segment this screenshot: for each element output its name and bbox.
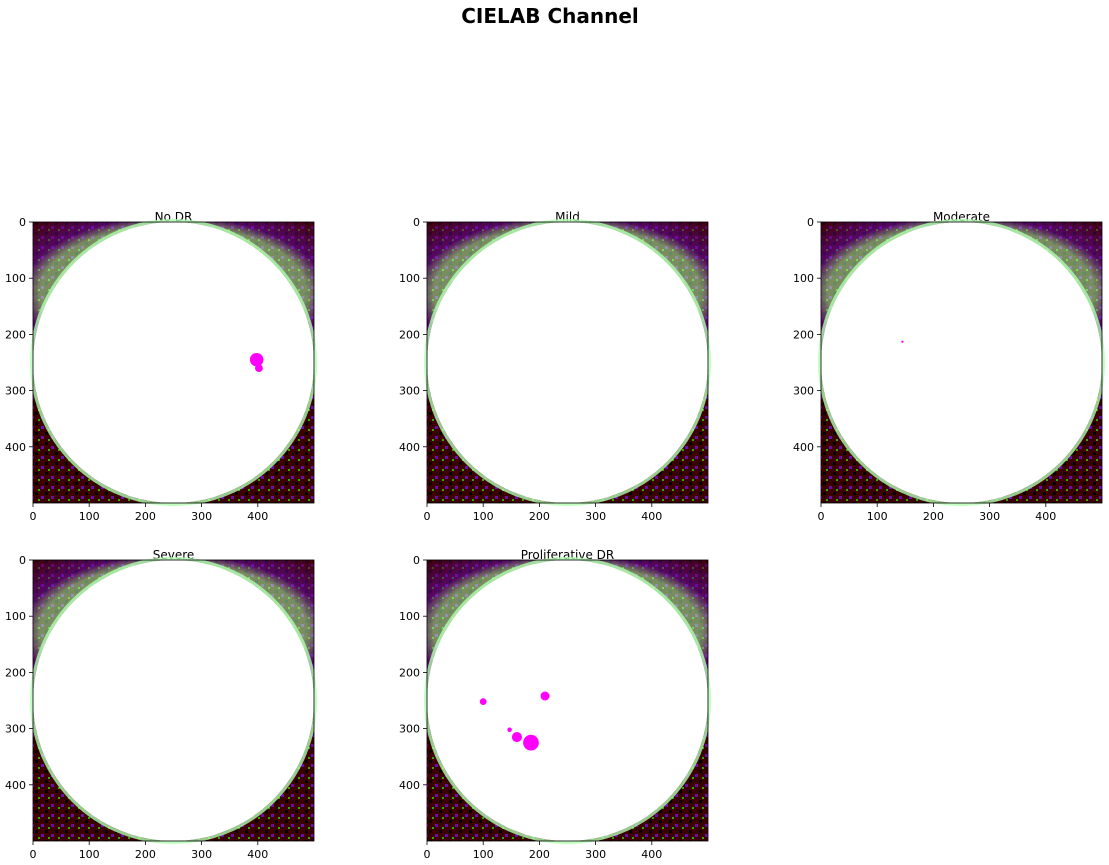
panel-chart: 0 100 200 300 400 0 100 200 300 400 xyxy=(5,216,317,523)
y-tick-label: 0 xyxy=(19,554,26,567)
lesion-spot xyxy=(523,734,539,751)
panel-mild: Mild 0 100 200 300 400 0 100 200 300 400 xyxy=(399,210,719,523)
fundus-disc xyxy=(427,560,708,841)
x-tick-label: 200 xyxy=(529,848,550,861)
lesion-spot xyxy=(249,352,264,367)
x-tick-label: 400 xyxy=(641,510,662,523)
y-tick-label: 300 xyxy=(5,385,26,398)
x-tick-label: 200 xyxy=(923,510,944,523)
y-tick-label: 200 xyxy=(5,666,26,679)
fundus-disc xyxy=(821,222,1102,503)
y-tick-label: 300 xyxy=(793,385,814,398)
disc-rim xyxy=(30,219,317,506)
disc-rim xyxy=(424,557,711,844)
x-tick-label: 0 xyxy=(30,848,37,861)
lesion-spot xyxy=(254,364,263,373)
y-tick-label: 100 xyxy=(399,272,420,285)
x-tick-label: 400 xyxy=(247,510,268,523)
x-tick-label: 0 xyxy=(30,510,37,523)
x-tick-label: 100 xyxy=(79,848,100,861)
x-tick-label: 100 xyxy=(867,510,888,523)
y-tick-label: 100 xyxy=(793,272,814,285)
y-tick-label: 0 xyxy=(413,216,420,229)
panel-no-dr: No DR 0 100 200 300 400 0 100 200 300 400 xyxy=(5,210,325,523)
y-tick-label: 200 xyxy=(399,328,420,341)
panel-severe: Severe 0 100 200 300 400 0 100 200 300 400 xyxy=(5,548,325,861)
x-tick-label: 200 xyxy=(135,510,156,523)
y-tick-label: 400 xyxy=(399,441,420,454)
panel-moderate: Moderate 0 100 200 300 400 0 100 200 300 400 xyxy=(793,210,1109,523)
lesion-spot xyxy=(511,731,522,743)
panel-proliferative-dr: Proliferative DR 0 100 200 300 400 0 100 200 300… xyxy=(399,548,719,861)
y-tick-label: 200 xyxy=(399,666,420,679)
axes-frame xyxy=(32,221,315,504)
panel-chart: 0 100 200 300 400 0 100 200 300 400 xyxy=(5,554,317,861)
fundus-disc xyxy=(33,560,314,841)
lesion-spot xyxy=(479,698,487,705)
disc-rim xyxy=(818,219,1105,506)
x-tick-label: 0 xyxy=(818,510,825,523)
figure-title: CIELAB Channel xyxy=(461,4,639,28)
panel-chart: 0 100 200 300 400 0 100 200 300 400 xyxy=(399,216,711,523)
y-tick-label: 300 xyxy=(5,723,26,736)
x-tick-label: 300 xyxy=(191,848,212,861)
x-tick-label: 200 xyxy=(135,848,156,861)
y-tick-label: 400 xyxy=(793,441,814,454)
axes-frame xyxy=(820,221,1103,504)
axes-frame xyxy=(32,559,315,842)
axes-frame xyxy=(426,221,709,504)
x-tick-label: 100 xyxy=(473,510,494,523)
x-tick-label: 400 xyxy=(641,848,662,861)
y-tick-label: 400 xyxy=(399,779,420,792)
x-tick-label: 0 xyxy=(424,510,431,523)
disc-rim xyxy=(30,557,317,844)
y-tick-label: 200 xyxy=(5,328,26,341)
x-tick-label: 300 xyxy=(191,510,212,523)
y-tick-label: 100 xyxy=(399,610,420,623)
x-tick-label: 200 xyxy=(529,510,550,523)
y-tick-label: 300 xyxy=(399,385,420,398)
y-tick-label: 300 xyxy=(399,723,420,736)
axes-frame xyxy=(426,559,709,842)
y-tick-label: 400 xyxy=(5,441,26,454)
lesion-spot xyxy=(507,727,512,732)
x-tick-label: 0 xyxy=(424,848,431,861)
x-tick-label: 100 xyxy=(473,848,494,861)
x-tick-label: 300 xyxy=(585,510,606,523)
y-tick-label: 100 xyxy=(5,610,26,623)
panel-chart: 0 100 200 300 400 0 100 200 300 400 xyxy=(793,216,1105,523)
lesion-spot xyxy=(901,340,904,343)
disc-rim xyxy=(424,219,711,506)
x-tick-label: 400 xyxy=(247,848,268,861)
x-tick-label: 300 xyxy=(585,848,606,861)
panel-chart: 0 100 200 300 400 0 100 200 300 400 xyxy=(399,554,711,861)
x-tick-label: 100 xyxy=(79,510,100,523)
y-tick-label: 100 xyxy=(5,272,26,285)
x-tick-label: 400 xyxy=(1035,510,1056,523)
y-tick-label: 400 xyxy=(5,779,26,792)
lesion-spot xyxy=(540,691,550,701)
y-tick-label: 0 xyxy=(807,216,814,229)
y-tick-label: 200 xyxy=(793,328,814,341)
y-tick-label: 0 xyxy=(19,216,26,229)
fundus-disc xyxy=(33,222,314,503)
fundus-disc xyxy=(427,222,708,503)
panel-title: Proliferative DR xyxy=(520,548,615,562)
x-tick-label: 300 xyxy=(979,510,1000,523)
y-tick-label: 0 xyxy=(413,554,420,567)
